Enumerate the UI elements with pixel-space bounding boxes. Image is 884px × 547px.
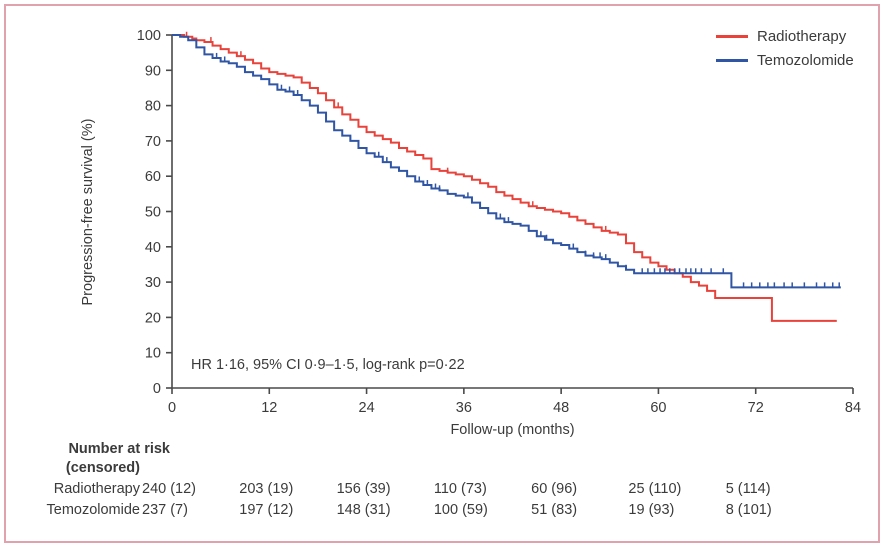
y-tick-label: 10 — [145, 346, 161, 362]
legend-item-radiotherapy: Radiotherapy — [716, 24, 854, 48]
y-tick-label: 60 — [145, 169, 161, 185]
y-tick-label: 40 — [145, 240, 161, 256]
risk-row-label: Temozolomide — [46, 502, 141, 518]
y-tick-label: 100 — [137, 28, 161, 44]
y-tick-label: 0 — [153, 381, 161, 397]
x-tick-label: 12 — [261, 400, 277, 416]
risk-value: 110 (73) — [433, 481, 487, 497]
risk-value: 237 (7) — [142, 502, 188, 518]
risk-value: 5 (114) — [725, 481, 771, 497]
risk-value: 25 (110) — [628, 481, 682, 497]
x-tick-label: 48 — [553, 400, 569, 416]
risk-row-label: Radiotherapy — [53, 481, 140, 497]
radiotherapy-line-swatch — [716, 34, 748, 38]
y-tick-label: 70 — [145, 134, 161, 150]
y-axis-label: Progression-free survival (%) — [80, 118, 96, 306]
x-tick-label: 36 — [456, 400, 472, 416]
risk-value: 60 (96) — [531, 481, 578, 497]
risk-value: 100 (59) — [433, 502, 488, 518]
risk-row-radiotherapy: Radiotherapy 240 (12) 203 (19) 156 (39) 110 … — [0, 481, 884, 501]
risk-value: 8 (101) — [725, 502, 772, 518]
temozolomide-line-swatch — [716, 58, 748, 62]
y-tick-label: 20 — [145, 310, 161, 326]
risk-row-temozolomide: Temozolomide 237 (7) 197 (12) 148 (31) 100 (… — [0, 502, 884, 522]
risk-table-subheader: (censored) — [65, 460, 140, 476]
legend-label-radiotherapy: Radiotherapy — [757, 27, 847, 45]
risk-value: 51 (83) — [531, 502, 578, 518]
x-tick-label: 72 — [748, 400, 764, 416]
x-tick-label: 60 — [650, 400, 666, 416]
radiotherapy-survival-curve — [172, 34, 837, 322]
risk-value: 19 (93) — [628, 502, 675, 518]
risk-value: 197 (12) — [239, 502, 294, 518]
y-tick-label: 90 — [145, 63, 161, 79]
risk-value: 240 (12) — [142, 481, 197, 497]
risk-table-header: Number at risk — [68, 441, 170, 457]
x-tick-label: 0 — [168, 400, 176, 416]
y-tick-label: 50 — [145, 205, 161, 221]
legend: Radiotherapy Temozolomide — [716, 24, 854, 72]
risk-value: 156 (39) — [336, 481, 391, 497]
hr-logrank-annotation: HR 1·16, 95% CI 0·9–1·5, log-rank p=0·22 — [191, 357, 465, 373]
x-axis-label: Follow-up (months) — [450, 422, 575, 438]
x-tick-label: 84 — [845, 400, 861, 416]
y-tick-label: 30 — [145, 275, 161, 291]
risk-value: 148 (31) — [336, 502, 391, 518]
legend-item-temozolomide: Temozolomide — [716, 48, 854, 72]
axis-lines — [171, 35, 853, 389]
legend-label-temozolomide: Temozolomide — [757, 51, 854, 69]
risk-value: 203 (19) — [239, 481, 294, 497]
km-plot-canvas: 0 10 20 30 40 50 60 70 80 90 100 0 12 24 36 48 60 72 84 — [137, 28, 861, 416]
y-tick-label: 80 — [145, 99, 161, 115]
x-tick-label: 24 — [359, 400, 375, 416]
temozolomide-survival-curve — [172, 34, 841, 289]
